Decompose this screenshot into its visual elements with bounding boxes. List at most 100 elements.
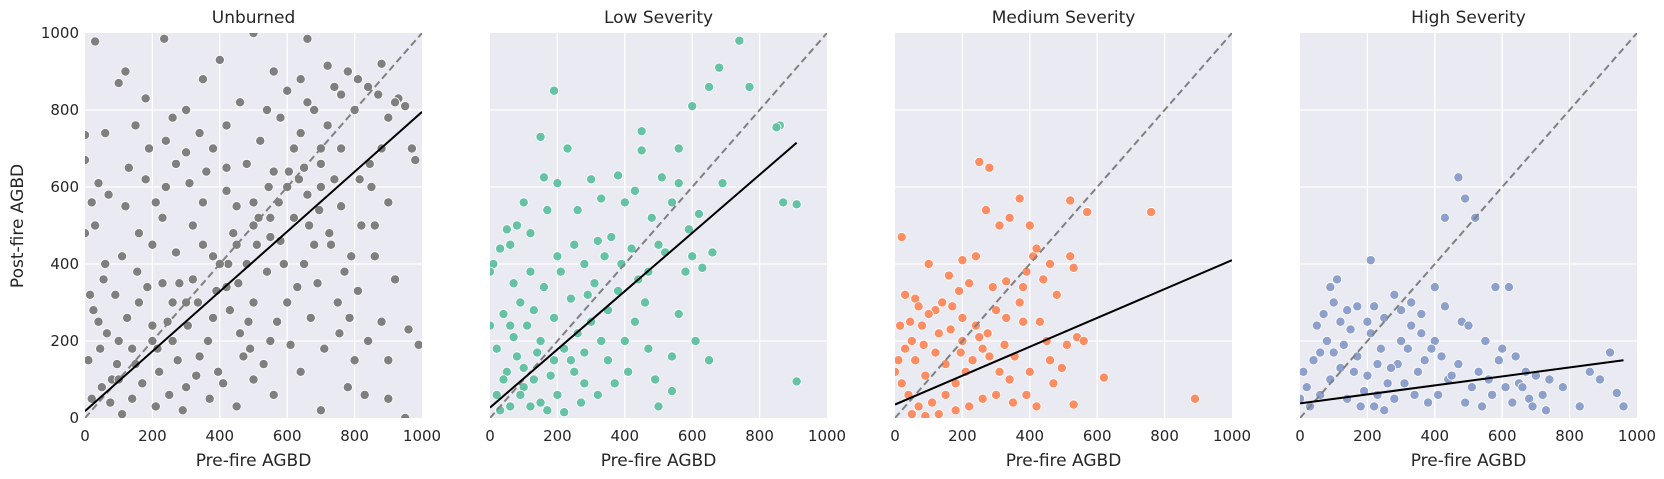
data-point bbox=[157, 278, 168, 289]
data-point bbox=[505, 401, 516, 412]
data-point bbox=[905, 316, 916, 327]
panel-2: Medium Severity 0 200 400 600 800 1000 Pre-fire… bbox=[890, 8, 1251, 471]
data-point bbox=[991, 389, 1002, 400]
data-point bbox=[970, 251, 981, 262]
data-point bbox=[251, 239, 262, 250]
data-point bbox=[258, 359, 269, 370]
data-point bbox=[1078, 335, 1089, 346]
data-point bbox=[943, 270, 954, 281]
data-point bbox=[1537, 389, 1548, 400]
data-point bbox=[376, 316, 387, 327]
data-point bbox=[937, 297, 948, 308]
data-point bbox=[213, 366, 224, 377]
data-point bbox=[697, 262, 708, 273]
x-tick-label: 200 bbox=[543, 427, 572, 445]
data-point bbox=[933, 328, 944, 339]
data-point bbox=[1332, 274, 1343, 285]
data-point bbox=[954, 285, 965, 296]
data-point bbox=[714, 62, 725, 73]
data-point bbox=[1065, 195, 1076, 206]
data-point bbox=[221, 162, 232, 173]
data-point bbox=[314, 205, 325, 216]
data-point bbox=[1453, 359, 1464, 370]
data-point bbox=[927, 397, 938, 408]
data-point bbox=[85, 355, 94, 366]
data-point bbox=[906, 335, 917, 346]
y-tick-label: 800 bbox=[50, 101, 79, 119]
data-point bbox=[184, 178, 195, 189]
data-point bbox=[376, 58, 387, 69]
data-point bbox=[552, 389, 563, 400]
data-point bbox=[498, 374, 509, 385]
data-point bbox=[490, 320, 495, 331]
data-point bbox=[1345, 324, 1356, 335]
data-point bbox=[268, 166, 279, 177]
data-point bbox=[201, 166, 212, 177]
data-point bbox=[1402, 343, 1413, 354]
data-point bbox=[1338, 339, 1349, 350]
data-point bbox=[609, 378, 620, 389]
data-point bbox=[140, 93, 151, 104]
points-layer bbox=[895, 33, 1232, 418]
data-point bbox=[248, 297, 259, 308]
data-point bbox=[673, 309, 684, 320]
data-point bbox=[542, 405, 553, 416]
data-point bbox=[950, 405, 961, 416]
data-point bbox=[511, 220, 522, 231]
data-point bbox=[1352, 301, 1363, 312]
data-point bbox=[120, 201, 131, 212]
data-point bbox=[1189, 393, 1200, 404]
data-point bbox=[646, 212, 657, 223]
data-point bbox=[535, 397, 546, 408]
data-point bbox=[673, 178, 684, 189]
data-point bbox=[1348, 366, 1359, 377]
data-point bbox=[1146, 207, 1157, 218]
data-point bbox=[555, 266, 566, 277]
data-point bbox=[349, 355, 360, 366]
data-point bbox=[167, 297, 178, 308]
data-point bbox=[666, 197, 677, 208]
data-point bbox=[1409, 389, 1420, 400]
data-point bbox=[1342, 305, 1353, 316]
data-point bbox=[241, 158, 252, 169]
data-point bbox=[704, 81, 715, 92]
data-point bbox=[1372, 359, 1383, 370]
data-point bbox=[592, 389, 603, 400]
data-point bbox=[214, 54, 225, 65]
data-point bbox=[1396, 335, 1407, 346]
data-point bbox=[1311, 320, 1322, 331]
data-point bbox=[1446, 370, 1457, 381]
data-point bbox=[1426, 343, 1437, 354]
data-point bbox=[687, 101, 698, 112]
data-point bbox=[683, 224, 694, 235]
data-point bbox=[86, 393, 97, 404]
data-point bbox=[93, 316, 104, 327]
data-point bbox=[613, 285, 624, 296]
data-point bbox=[1045, 258, 1056, 269]
data-point bbox=[1574, 401, 1585, 412]
data-point bbox=[920, 370, 931, 381]
data-point bbox=[218, 378, 229, 389]
data-point bbox=[1038, 274, 1049, 285]
data-point bbox=[282, 297, 293, 308]
data-point bbox=[231, 201, 242, 212]
data-point bbox=[400, 101, 411, 112]
data-point bbox=[194, 128, 205, 139]
data-point bbox=[1396, 305, 1407, 316]
data-point bbox=[194, 351, 205, 362]
data-point bbox=[245, 343, 256, 354]
data-point bbox=[243, 316, 254, 327]
data-point bbox=[123, 162, 134, 173]
data-point bbox=[160, 181, 171, 192]
data-point bbox=[265, 335, 276, 346]
data-point bbox=[147, 320, 158, 331]
x-tick-label: 800 bbox=[1555, 427, 1584, 445]
data-point bbox=[248, 374, 259, 385]
data-point bbox=[538, 172, 549, 183]
data-point bbox=[650, 374, 661, 385]
data-point bbox=[964, 401, 975, 412]
data-point bbox=[565, 293, 576, 304]
data-point bbox=[1541, 405, 1552, 416]
data-point bbox=[352, 285, 363, 296]
data-point bbox=[1308, 355, 1319, 366]
